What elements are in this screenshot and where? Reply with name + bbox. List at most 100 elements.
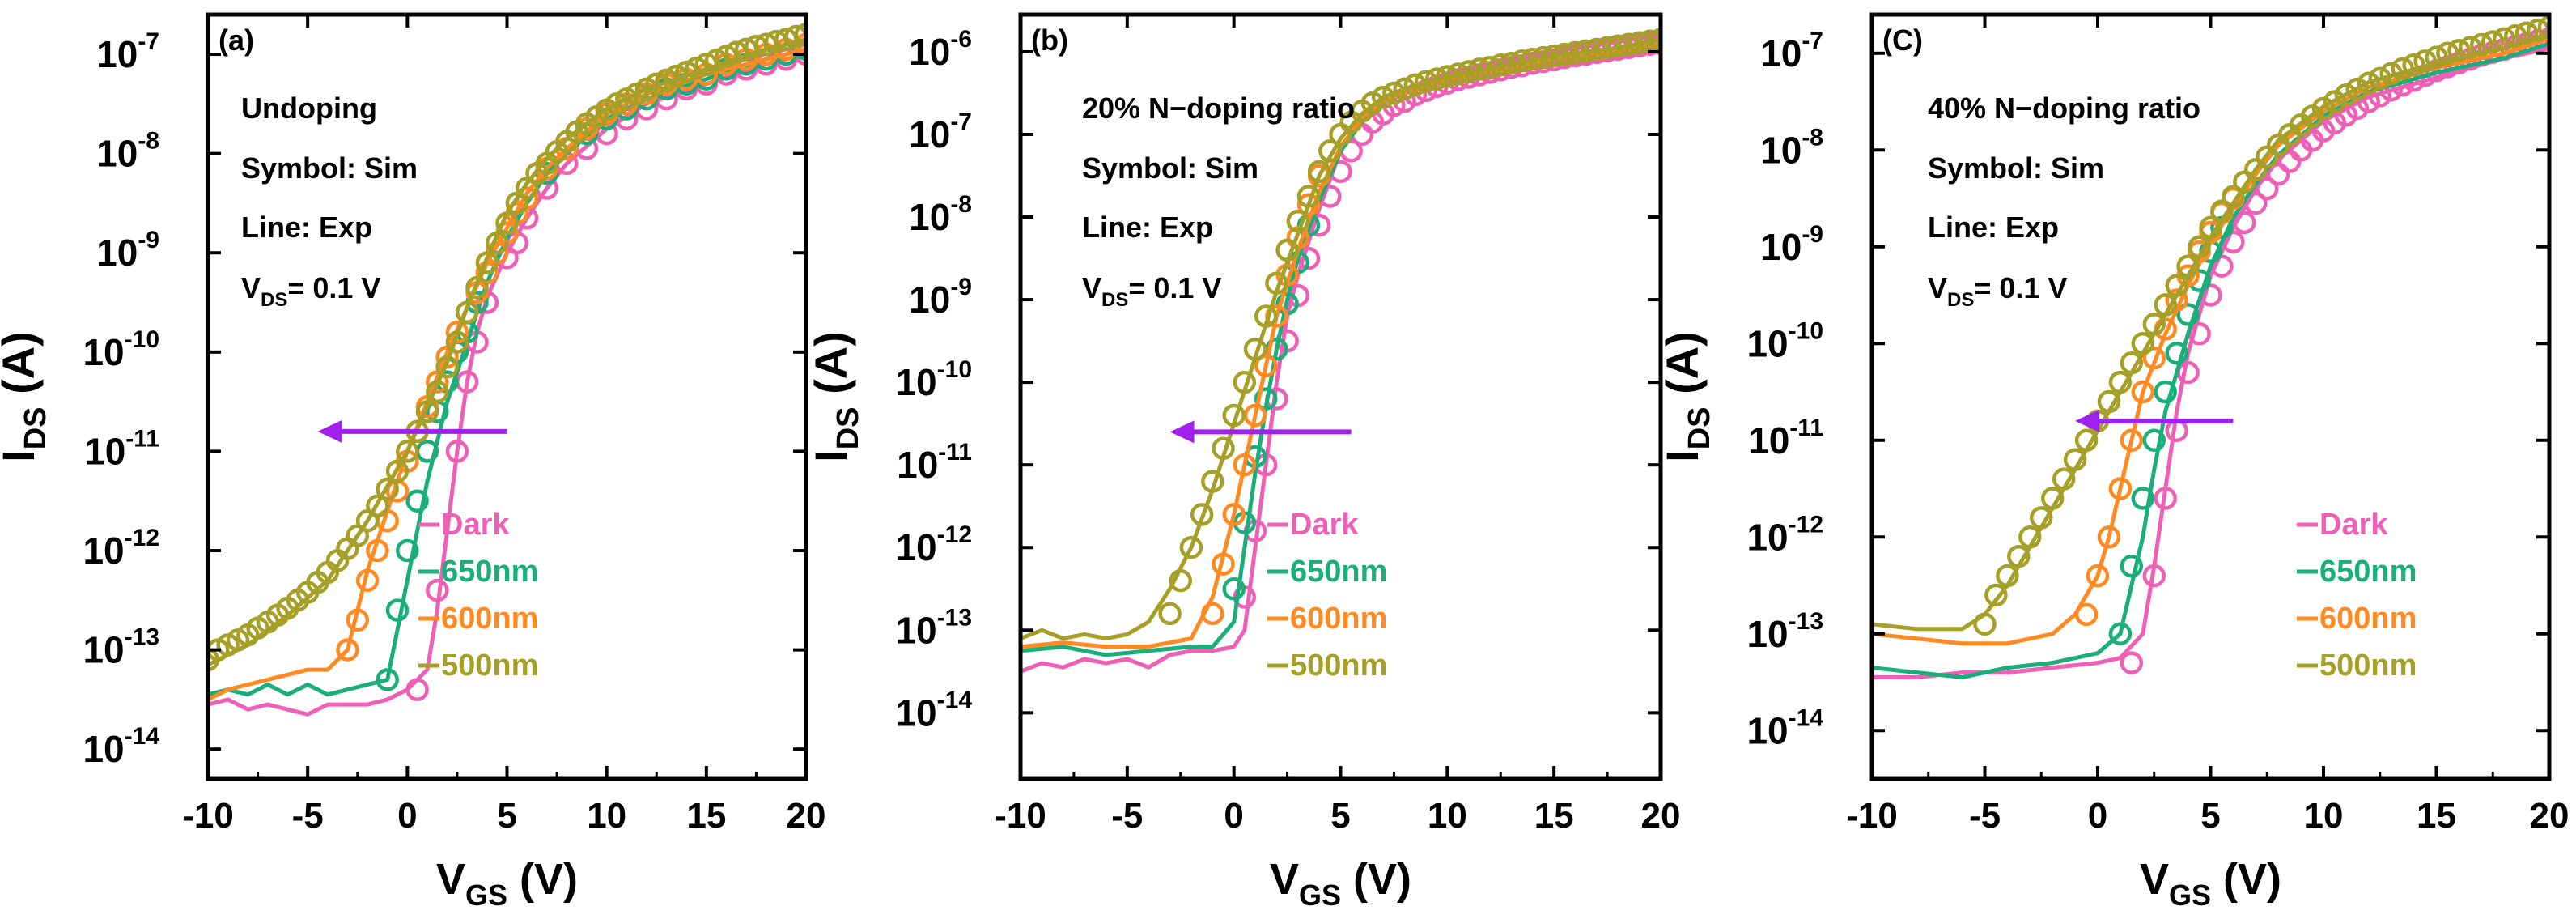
sim-point-650nm [2176,303,2200,326]
sim-point-500nm [1500,51,1523,75]
y-tick-exponent: -8 [1802,124,1823,151]
sim-point-600nm [1243,403,1267,428]
y-axis-label-sub: DS [1683,406,1717,449]
sim-point-Dark [2244,191,2268,215]
sim-point-500nm [1424,67,1449,91]
vds-annotation: VDS= 0.1 V [241,271,380,311]
sim-point-500nm [2425,45,2448,69]
y-tick-label: 10-9 [1760,221,1823,268]
sim-point-500nm [1222,403,1246,428]
plot-area [208,23,806,717]
y-tick-label: 10-8 [909,191,972,238]
x-axis-label: VGS (V) [1270,855,1411,912]
x-tick-label: 10 [587,796,626,836]
y-tick-exponent: -9 [1802,221,1823,248]
y-tick-base: 10 [897,444,938,486]
sim-point-500nm [2436,41,2459,66]
sim-point-600nm [2086,564,2110,588]
y-tick-label: 10-14 [1746,704,1823,751]
sim-point-500nm [1265,271,1288,295]
sim-point-Dark [2266,162,2290,186]
sim-point-600nm [355,568,380,593]
x-tick-label: 20 [1641,796,1681,836]
sim-point-500nm [1212,436,1235,461]
y-tick-exponent: -13 [125,624,159,651]
y-tick-label: 10-7 [909,108,972,155]
sim-point-500nm [1467,57,1492,81]
y-axis-label: IDS (A) [0,331,53,462]
y-tick-exponent: -7 [1802,28,1823,54]
sim-point-500nm [2052,467,2076,491]
sim-point-500nm [1478,56,1502,79]
y-axis-label: IDS (A) [1657,331,1717,462]
y-tick-base: 10 [1760,32,1802,74]
y-tick-exponent: -14 [125,723,160,750]
legend-label-600nm: 600nm [2319,602,2417,636]
y-tick-exponent: -6 [950,26,972,53]
sim-point-500nm [485,231,509,255]
y-tick-exponent: -12 [1789,511,1823,538]
legend-label-Dark: Dark [1290,508,1359,542]
x-tick-label: 15 [2417,796,2456,836]
sim-point-500nm [2165,274,2188,297]
sim-point-500nm [2176,254,2200,278]
sim-point-500nm [1296,185,1321,208]
y-tick-base: 10 [895,526,936,568]
sim-point-Dark [2120,651,2144,674]
vds-tail: = 0.1 V [287,271,380,304]
vds-main: V [1928,271,1947,304]
x-axis-label-sub: GS [465,879,507,912]
legend-label-500nm: 500nm [2319,649,2417,683]
sim-point-500nm [2030,506,2053,530]
annotation-text: Undoping [241,91,377,125]
legend-label-650nm: 650nm [441,555,538,589]
y-tick-label: 10-9 [909,274,972,321]
annotation-text: Line: Exp [1928,211,2059,244]
sim-point-500nm [2503,24,2527,48]
y-tick-label: 10-12 [83,525,159,572]
sim-point-600nm [445,321,469,344]
y-tick-exponent: -12 [125,525,159,551]
x-tick-label: 10 [2304,796,2344,836]
sim-point-600nm [2142,346,2166,370]
sim-point-650nm [2120,554,2144,578]
y-tick-label: 10-12 [1746,511,1823,558]
y-tick-exponent: -13 [937,604,972,631]
y-tick-exponent: -8 [950,191,972,218]
sim-point-Dark [426,578,449,602]
sim-point-600nm [1201,602,1224,626]
annotation-text: Line: Exp [241,211,372,244]
panel-label: (b) [1031,23,1068,57]
y-tick-base: 10 [96,232,138,274]
sim-point-500nm [1169,568,1193,593]
y-tick-base: 10 [1746,613,1788,655]
shift-arrow-head [2075,409,2100,432]
y-tick-exponent: -14 [1789,704,1824,731]
y-tick-exponent: -9 [950,274,972,300]
plot-area [1872,15,2549,679]
x-tick-label: -10 [182,796,234,836]
x-tick-label: 10 [1428,796,1467,836]
series-line-600nm [1872,36,2549,646]
y-tick-label: 10-7 [96,28,159,75]
legend-label-Dark: Dark [2319,508,2388,542]
sim-point-Dark [2233,211,2256,235]
sim-point-500nm [435,355,459,379]
sim-point-500nm [1190,503,1214,526]
vds-main: V [241,271,261,304]
sim-point-500nm [1307,160,1331,184]
y-tick-base: 10 [1746,322,1788,364]
sim-point-500nm [1403,73,1428,96]
x-tick-label: 20 [787,796,826,836]
sim-point-650nm [396,538,419,563]
x-tick-label: 5 [2200,796,2220,836]
legend-label-600nm: 600nm [1290,602,1387,636]
x-axis-label: VGS (V) [2140,855,2281,912]
sim-point-500nm [1436,65,1459,88]
sim-point-500nm [2142,313,2166,336]
sim-point-650nm [2154,380,2177,404]
sim-point-500nm [1564,40,1587,65]
y-tick-base: 10 [84,430,125,472]
